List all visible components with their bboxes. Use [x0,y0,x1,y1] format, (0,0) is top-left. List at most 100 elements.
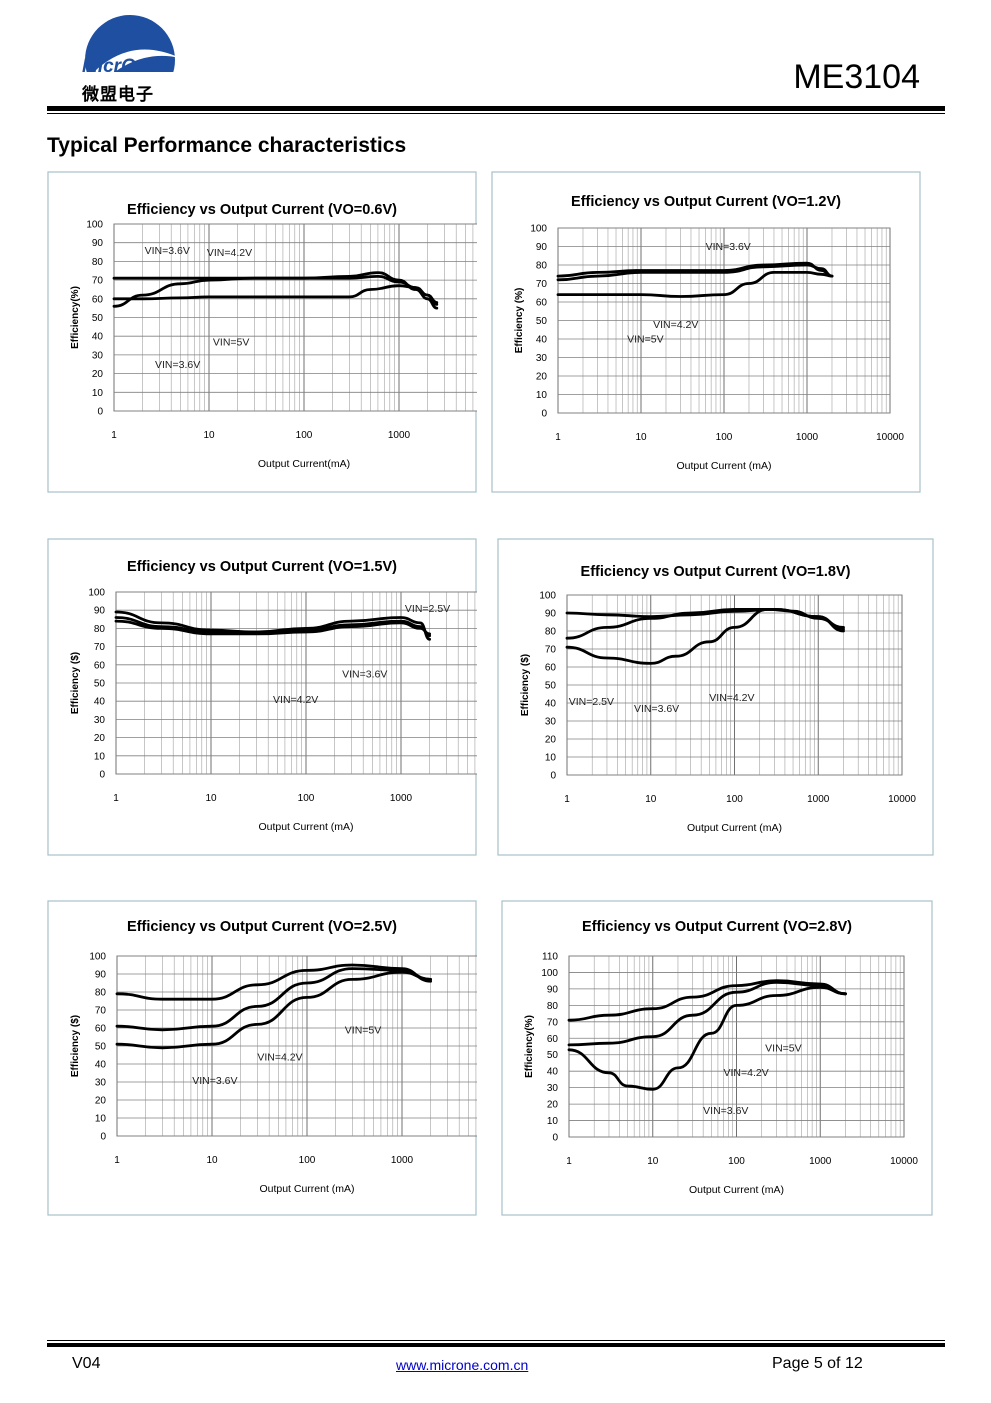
x-tick-label: 10 [206,1155,218,1166]
footer-version: V04 [72,1355,101,1372]
annotation-label: VIN=3.6V [192,1075,237,1087]
annotation-label: VIN=3.6V [706,241,751,253]
y-axis-label: Efficiency ($) [70,1015,81,1077]
y-tick-label: 30 [547,1083,559,1094]
header-rule [47,106,945,111]
annotation-label: VIN=3.6V [703,1105,748,1117]
y-tick-label: 30 [95,1078,107,1089]
efficiency-chart-vo-1-8v: 0 10 20 30 40 50 60 70 80 90 100 1 10 100 1000 10000 Eff… [497,538,934,856]
y-axis-label: Efficiency ($) [520,654,531,716]
x-tick-label: 1000 [796,432,819,443]
x-tick-label: 1 [566,1156,572,1167]
annotation-label: VIN=4.2V [709,692,754,704]
y-tick-label: 20 [94,733,106,744]
footer-page-number: Page 5 of 12 [772,1355,863,1372]
y-tick-label: 60 [547,1034,559,1045]
y-tick-label: 30 [545,717,557,728]
y-tick-label: 10 [545,753,557,764]
y-tick-label: 10 [94,751,106,762]
efficiency-chart-vo-1-5v: 0102030405060708090100110100100010000Eff… [47,538,477,856]
y-tick-label: 0 [100,1132,106,1143]
x-tick-label: 100 [298,793,315,804]
x-tick-label: 1000 [390,793,413,804]
y-tick-label: 50 [92,313,104,324]
y-tick-label: 0 [552,1133,558,1144]
efficiency-chart-vo-2-8v: 0 10 20 30 40 50 60 70 80 90 100 110 1 10 100 1000 10000… [501,900,933,1216]
annotation-label: VIN=3.6V [145,245,190,257]
annotation-label: VIN=4.2V [724,1067,769,1079]
y-tick-label: 70 [545,645,557,656]
y-tick-label: 30 [536,353,548,364]
x-axis-label: Output Current (mA) [259,1183,354,1195]
series-line-vin-4-2v [567,980,847,1047]
y-tick-label: 100 [530,224,547,235]
y-tick-label: 110 [542,952,558,963]
x-tick-label: 10 [203,430,215,441]
y-tick-label: 10 [547,1116,559,1127]
chart-svg: 0102030405060708090100110100100010000Eff… [47,171,477,493]
x-tick-label: 10 [647,1156,659,1167]
header-rule-thin [47,113,945,114]
x-tick-label: 100 [716,432,733,443]
y-tick-label: 70 [95,1006,107,1017]
series-line-vin-3-6v [565,608,845,640]
efficiency-chart-vo-0-6v: 0102030405060708090100110100100010000Eff… [47,171,477,493]
y-tick-label: 60 [94,660,106,671]
chart-title: Efficiency vs Output Current (VO=1.2V) [571,193,841,210]
y-tick-label: 80 [92,257,104,268]
y-tick-label: 60 [545,663,557,674]
series-line-vin-5v [567,985,847,1091]
annotation-label: VIN=3.6V [342,669,387,681]
y-tick-label: 10 [536,390,548,401]
x-tick-label: 10 [205,793,217,804]
x-axis-label: Output Current (mA) [258,821,353,833]
y-tick-label: 90 [92,238,104,249]
x-tick-label: 1 [114,1155,120,1166]
y-tick-label: 40 [95,1060,107,1071]
annotation-label: VIN=4.2V [257,1051,302,1063]
y-tick-label: 40 [94,697,106,708]
y-tick-label: 60 [92,294,104,305]
chart-svg: 0102030405060708090100110100100010000Eff… [47,900,477,1216]
y-tick-label: 50 [536,316,548,327]
x-tick-label: 1000 [807,794,830,805]
y-tick-label: 70 [536,279,548,290]
y-tick-label: 50 [545,681,557,692]
annotation-label: VIN=4.2V [207,247,252,259]
annotation-label: VIN=4.2V [653,319,698,331]
chart-title: Efficiency vs Output Current (VO=0.6V) [127,201,397,218]
footer-website-link[interactable]: www.microne.com.cn [396,1357,529,1373]
y-tick-label: 30 [94,715,106,726]
x-axis-label: Output Current (mA) [689,1184,784,1196]
series-line-vin-4-2v [115,967,432,1032]
x-tick-label: 100 [296,430,313,441]
chart-title: Efficiency vs Output Current (VO=2.8V) [582,918,852,935]
y-tick-label: 100 [89,952,106,963]
y-tick-label: 30 [92,350,104,361]
x-tick-label: 1000 [391,1155,414,1166]
x-tick-label: 1 [555,432,561,443]
section-title: Typical Performance characteristics [47,134,407,157]
y-tick-label: 0 [97,407,103,418]
x-tick-label: 10000 [876,432,904,443]
x-axis-label: Output Current (mA) [676,460,771,472]
y-tick-label: 20 [92,369,104,380]
y-tick-label: 90 [547,984,559,995]
y-tick-label: 20 [95,1096,107,1107]
x-tick-label: 10 [635,432,647,443]
series-line-vin-3-6v [115,963,432,1001]
y-tick-label: 60 [95,1024,107,1035]
logo-globe-icon [78,15,188,105]
series-line-vin-4-2v [112,271,439,310]
y-tick-label: 100 [88,588,105,599]
y-tick-label: 80 [547,1001,559,1012]
y-tick-label: 10 [95,1114,107,1125]
y-tick-label: 0 [550,771,556,782]
y-tick-label: 50 [547,1050,559,1061]
y-tick-label: 100 [539,591,556,602]
y-tick-label: 50 [95,1042,107,1053]
chart-title: Efficiency vs Output Current (VO=2.5V) [127,918,397,935]
x-tick-label: 10000 [888,794,916,805]
y-tick-label: 100 [86,220,103,231]
